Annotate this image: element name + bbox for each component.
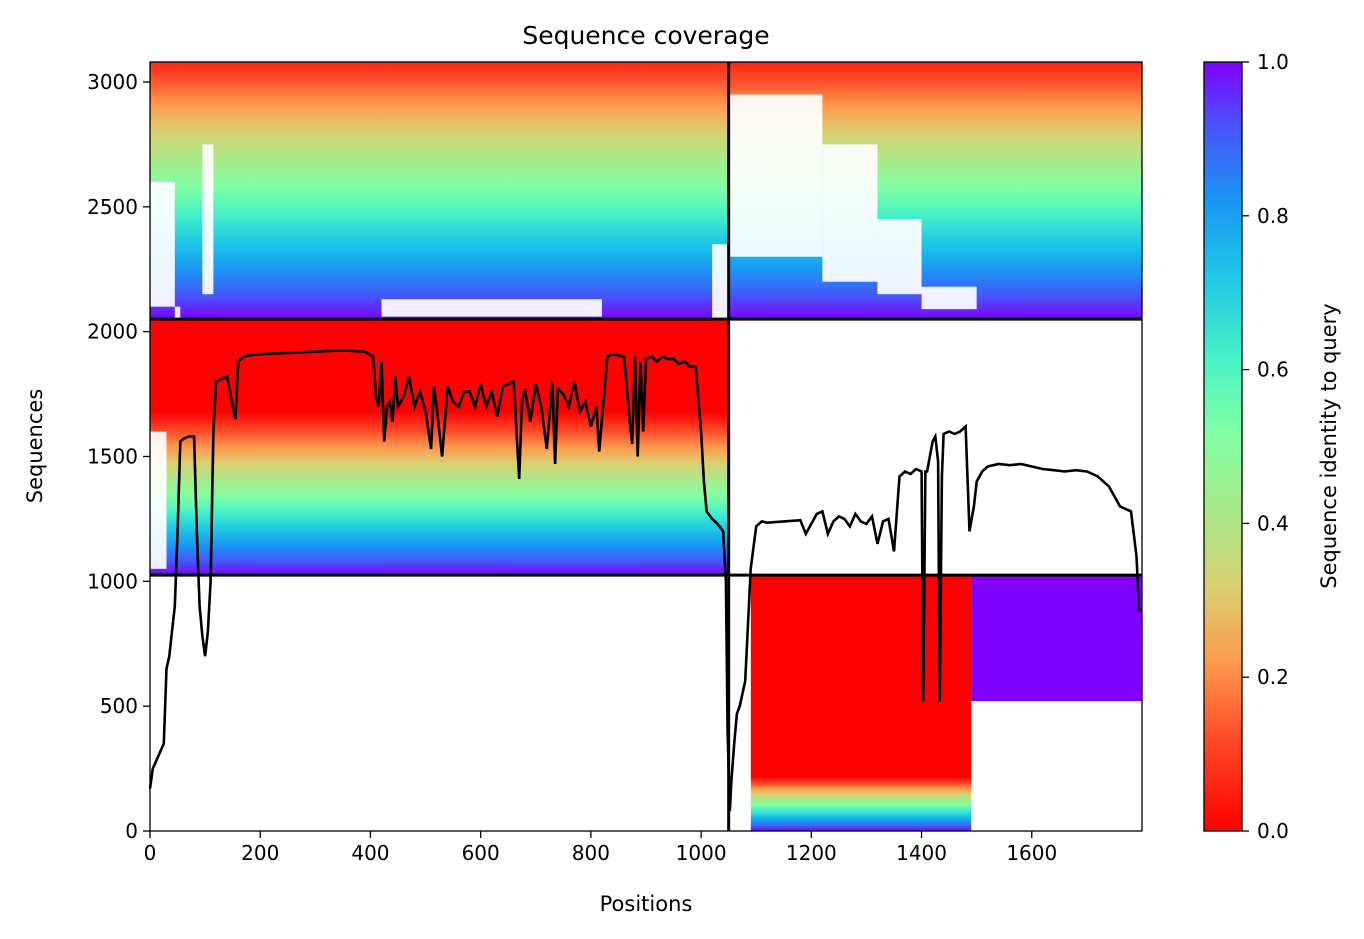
x-tick-label: 800 [572, 841, 610, 865]
x-tick-label: 1200 [786, 841, 837, 865]
y-axis-label: Sequences [23, 389, 47, 504]
y-tick-label: 1500 [87, 444, 138, 468]
x-tick-label: 400 [351, 841, 389, 865]
y-tick-label: 1000 [87, 569, 138, 593]
coverage-gap [381, 299, 602, 317]
colorbar-tick-label: 0.8 [1257, 204, 1289, 228]
colorbar-label: Sequence identity to query [1317, 303, 1341, 588]
colorbar-tick-label: 0.2 [1257, 665, 1289, 689]
coverage-gap [150, 431, 167, 569]
coverage-gap [877, 219, 922, 295]
coverage-gap [712, 244, 729, 320]
plot-frame [149, 61, 1143, 832]
y-tick-label: 2500 [87, 195, 138, 219]
y-tick-label: 2000 [87, 320, 138, 344]
block-b-low-ext [971, 575, 1142, 702]
coverage-line [148, 349, 1141, 812]
y-axis-ticks: 0 500 1000 1500 2000 2500 3000 [87, 70, 150, 843]
x-axis-ticks: 0 200 400 600 800 1000 1200 1400 1600 [144, 831, 1057, 865]
x-tick-label: 1600 [1006, 841, 1057, 865]
x-tick-label: 1400 [896, 841, 947, 865]
coverage-gap [174, 306, 181, 320]
chain-boundaries [150, 62, 1142, 831]
x-tick-label: 600 [462, 841, 500, 865]
colorbar [1203, 61, 1243, 832]
colorbar-tick-label: 0.4 [1257, 511, 1289, 535]
coverage-gap [822, 144, 878, 282]
coverage-gap [921, 286, 977, 310]
coverage-gap [202, 144, 214, 295]
block-a-top [150, 62, 729, 320]
coverage-gap [728, 94, 823, 257]
colorbar-ticks: 0.0 0.2 0.4 0.6 0.8 1.0 [1242, 50, 1289, 843]
coverage-heatmap [150, 62, 1142, 831]
y-tick-label: 500 [100, 694, 138, 718]
block-a-mid [150, 319, 729, 576]
x-axis-label: Positions [600, 892, 693, 916]
colorbar-tick-label: 1.0 [1257, 50, 1289, 74]
colorbar-tick-label: 0.6 [1257, 358, 1289, 382]
colorbar-tick-label: 0.0 [1257, 819, 1289, 843]
x-tick-label: 1000 [676, 841, 727, 865]
chart-title: Sequence coverage [522, 21, 769, 50]
x-tick-label: 0 [144, 841, 157, 865]
block-b-low [750, 575, 972, 831]
x-tick-label: 200 [241, 841, 279, 865]
y-tick-label: 0 [125, 819, 138, 843]
coverage-gap [150, 181, 175, 307]
y-tick-label: 3000 [87, 70, 138, 94]
